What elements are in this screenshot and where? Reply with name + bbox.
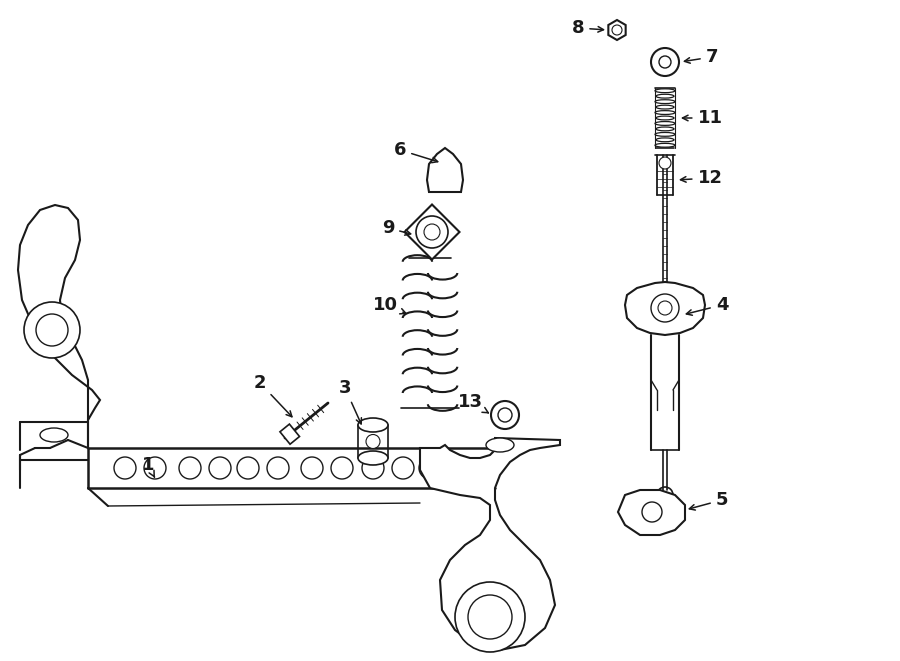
Polygon shape	[625, 282, 705, 335]
Text: 13: 13	[457, 393, 489, 413]
Circle shape	[416, 216, 448, 248]
Ellipse shape	[655, 100, 675, 104]
Circle shape	[424, 224, 440, 240]
Circle shape	[659, 157, 671, 169]
Text: 5: 5	[689, 491, 728, 510]
Ellipse shape	[656, 95, 674, 98]
Ellipse shape	[179, 457, 201, 479]
Circle shape	[455, 582, 525, 652]
Ellipse shape	[656, 105, 674, 109]
Ellipse shape	[655, 143, 675, 147]
Ellipse shape	[656, 127, 674, 131]
Circle shape	[651, 48, 679, 76]
Ellipse shape	[237, 457, 259, 479]
Text: 8: 8	[572, 19, 604, 37]
Ellipse shape	[40, 428, 68, 442]
Ellipse shape	[331, 457, 353, 479]
Ellipse shape	[144, 457, 166, 479]
Text: 3: 3	[338, 379, 362, 424]
Text: 4: 4	[687, 296, 728, 315]
Circle shape	[491, 401, 519, 429]
Text: 1: 1	[142, 456, 155, 477]
Ellipse shape	[392, 457, 414, 479]
Polygon shape	[404, 204, 460, 260]
Text: 12: 12	[680, 169, 723, 187]
Ellipse shape	[655, 110, 675, 114]
Ellipse shape	[656, 138, 674, 141]
Ellipse shape	[267, 457, 289, 479]
Text: 2: 2	[254, 374, 292, 416]
Ellipse shape	[486, 438, 514, 452]
Ellipse shape	[358, 451, 388, 465]
Ellipse shape	[362, 457, 384, 479]
Ellipse shape	[655, 132, 675, 136]
Text: 10: 10	[373, 296, 406, 314]
Polygon shape	[618, 490, 685, 535]
Text: 11: 11	[682, 109, 723, 127]
Text: 7: 7	[684, 48, 718, 66]
Ellipse shape	[301, 457, 323, 479]
Ellipse shape	[656, 116, 674, 120]
Polygon shape	[18, 205, 100, 448]
Polygon shape	[420, 438, 560, 650]
Circle shape	[642, 502, 662, 522]
Ellipse shape	[655, 89, 675, 93]
Polygon shape	[280, 424, 300, 444]
Circle shape	[651, 294, 679, 322]
Ellipse shape	[419, 457, 441, 479]
Text: 6: 6	[394, 141, 437, 163]
Text: 9: 9	[382, 219, 410, 237]
Ellipse shape	[209, 457, 231, 479]
Circle shape	[659, 56, 671, 68]
Ellipse shape	[114, 457, 136, 479]
Polygon shape	[608, 20, 626, 40]
Circle shape	[366, 434, 380, 449]
Ellipse shape	[655, 122, 675, 126]
Polygon shape	[427, 148, 463, 192]
Ellipse shape	[358, 418, 388, 432]
Circle shape	[24, 302, 80, 358]
